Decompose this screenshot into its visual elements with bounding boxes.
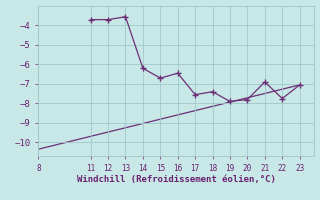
- X-axis label: Windchill (Refroidissement éolien,°C): Windchill (Refroidissement éolien,°C): [76, 175, 276, 184]
